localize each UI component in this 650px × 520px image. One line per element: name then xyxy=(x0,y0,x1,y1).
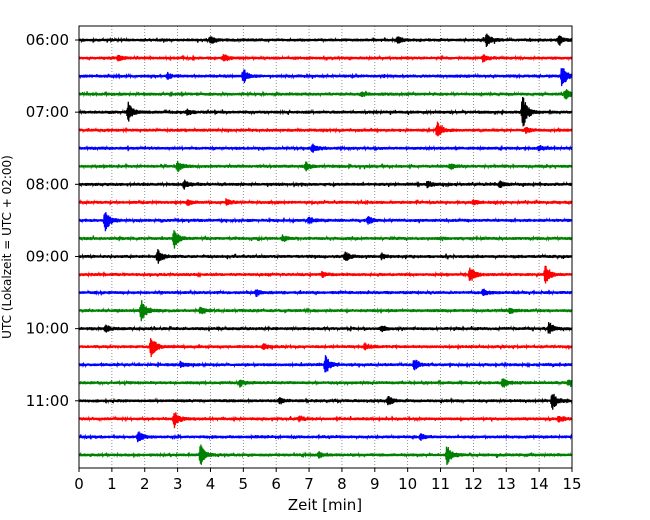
x-tick-label: 10 xyxy=(398,475,417,493)
seismic-trace xyxy=(78,212,573,232)
seismic-trace xyxy=(78,143,573,153)
seismic-trace xyxy=(78,198,573,206)
x-axis-label: Zeit [min] xyxy=(288,496,362,514)
x-tick-label: 5 xyxy=(239,475,249,493)
x-tick-label: 12 xyxy=(464,475,483,493)
seismic-trace xyxy=(78,444,573,466)
x-axis: 0 1 2 3 4 5 6 7 8 9 10 11 12 13 14 15 xyxy=(74,468,582,493)
y-tick-label: 07:00 xyxy=(26,103,69,121)
seismic-trace xyxy=(78,393,573,410)
seismic-trace xyxy=(78,89,573,100)
x-tick-label: 14 xyxy=(530,475,549,493)
x-tick-label: 9 xyxy=(370,475,380,493)
y-axis: 06:00 07:00 08:00 09:00 10:00 11:00 xyxy=(26,31,79,410)
plot-frame xyxy=(78,25,573,469)
x-tick-label: 13 xyxy=(497,475,516,493)
x-tick-label: 4 xyxy=(206,475,216,493)
seismic-trace xyxy=(78,33,573,48)
seismic-trace xyxy=(78,322,573,334)
x-tick-label: 6 xyxy=(271,475,281,493)
seismic-trace xyxy=(78,300,573,322)
x-tick-label: 15 xyxy=(562,475,581,493)
seismic-trace xyxy=(78,338,573,358)
y-tick-label: 11:00 xyxy=(26,392,69,410)
x-tick-label: 8 xyxy=(337,475,347,493)
x-tick-label: 7 xyxy=(304,475,314,493)
y-tick-label: 08:00 xyxy=(26,175,69,193)
trace-series xyxy=(78,33,573,466)
seismic-trace xyxy=(78,378,573,388)
seismic-trace xyxy=(78,96,573,127)
x-tick-label: 2 xyxy=(140,475,150,493)
seismic-trace xyxy=(78,121,573,137)
x-tick-label: 11 xyxy=(431,475,450,493)
seismic-trace xyxy=(78,265,573,284)
seismic-trace xyxy=(78,355,573,373)
seismic-trace xyxy=(78,412,573,429)
x-tick-label: 1 xyxy=(107,475,117,493)
seismic-trace xyxy=(78,249,573,264)
seismic-trace xyxy=(78,54,573,63)
y-tick-label: 10:00 xyxy=(26,320,69,338)
seismic-trace xyxy=(78,230,573,249)
seismic-trace xyxy=(78,288,573,297)
x-tick-label: 0 xyxy=(74,475,84,493)
y-tick-label: 06:00 xyxy=(26,31,69,49)
y-tick-label: 09:00 xyxy=(26,247,69,265)
x-tick-label: 3 xyxy=(173,475,183,493)
seismic-trace xyxy=(78,68,573,87)
seismic-trace xyxy=(78,431,573,443)
seismic-trace xyxy=(78,179,573,190)
seismic-trace xyxy=(78,160,573,173)
y-axis-label: UTC (Lokalzeit = UTC + 02:00) xyxy=(0,155,14,339)
